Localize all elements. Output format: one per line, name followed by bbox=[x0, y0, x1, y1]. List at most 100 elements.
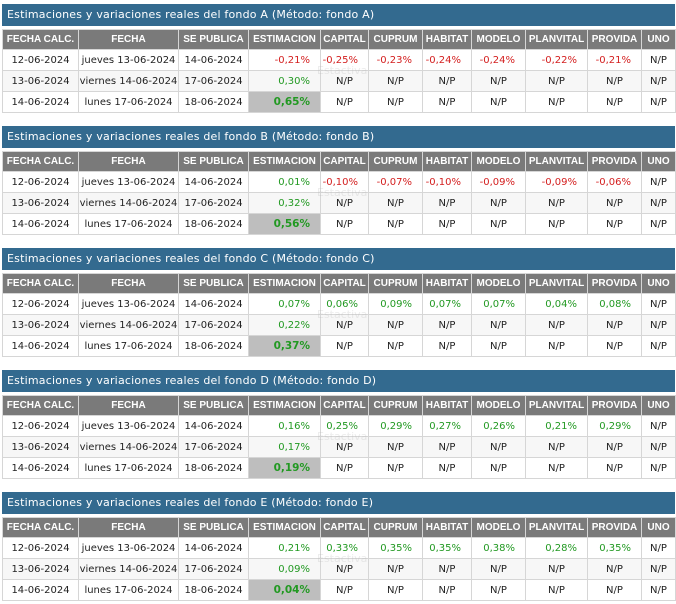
cell-cuprum: N/P bbox=[368, 579, 423, 601]
cell-capital: N/P bbox=[320, 213, 369, 235]
fund-table: FECHA CALC. FECHA SE PUBLICA ESTIMACION CAPI… bbox=[2, 151, 676, 235]
cell-planvital: N/P bbox=[525, 91, 588, 113]
cell-fecha-calc: 13-06-2024 bbox=[2, 70, 79, 92]
cell-se-publica: 14-06-2024 bbox=[178, 415, 249, 437]
cell-cuprum: 0,09% bbox=[368, 293, 423, 315]
cell-cuprum: N/P bbox=[368, 213, 423, 235]
cell-provida: N/P bbox=[587, 70, 642, 92]
column-header-modelo: MODELO bbox=[471, 395, 526, 416]
table-row: 14-06-2024 lunes 17-06-2024 18-06-2024 0,19… bbox=[2, 457, 676, 479]
cell-provida: 0,08% bbox=[587, 293, 642, 315]
cell-fecha-calc: 12-06-2024 bbox=[2, 49, 79, 71]
cell-fecha: viernes 14-06-2024 bbox=[78, 314, 179, 336]
cell-estimacion: 0,30% bbox=[248, 70, 321, 92]
cell-uno: N/P bbox=[641, 314, 676, 336]
cell-capital: N/P bbox=[320, 436, 369, 458]
cell-se-publica: 18-06-2024 bbox=[178, 579, 249, 601]
header-row: FECHA CALC. FECHA SE PUBLICA ESTIMACION CAPI… bbox=[2, 395, 676, 416]
column-header-provida: PROVIDA bbox=[587, 395, 642, 416]
cell-habitat: N/P bbox=[422, 314, 472, 336]
cell-planvital: N/P bbox=[525, 192, 588, 214]
cell-provida: N/P bbox=[587, 579, 642, 601]
table-row: 12-06-2024 jueves 13-06-2024 14-06-2024 -0,… bbox=[2, 49, 676, 71]
column-header-se-publica: SE PUBLICA bbox=[178, 517, 249, 538]
column-header-cuprum: CUPRUM bbox=[368, 151, 423, 172]
cell-fecha-calc: 12-06-2024 bbox=[2, 537, 79, 559]
cell-capital: N/P bbox=[320, 558, 369, 580]
cell-provida: N/P bbox=[587, 91, 642, 113]
column-header-cuprum: CUPRUM bbox=[368, 395, 423, 416]
column-header-capital: CAPITAL bbox=[320, 517, 369, 538]
column-header-capital: CAPITAL bbox=[320, 273, 369, 294]
cell-capital: 0,33% bbox=[320, 537, 369, 559]
cell-habitat: N/P bbox=[422, 579, 472, 601]
cell-habitat: N/P bbox=[422, 436, 472, 458]
cell-modelo: N/P bbox=[471, 314, 526, 336]
cell-cuprum: N/P bbox=[368, 192, 423, 214]
cell-habitat: N/P bbox=[422, 213, 472, 235]
table-row: 13-06-2024 viernes 14-06-2024 17-06-2024 0,… bbox=[2, 314, 676, 336]
cell-se-publica: 17-06-2024 bbox=[178, 192, 249, 214]
cell-se-publica: 18-06-2024 bbox=[178, 91, 249, 113]
column-header-planvital: PLANVITAL bbox=[525, 273, 588, 294]
cell-capital: N/P bbox=[320, 91, 369, 113]
cell-modelo: N/P bbox=[471, 335, 526, 357]
cell-provida: -0,21% bbox=[587, 49, 642, 71]
cell-capital: -0,10% bbox=[320, 171, 369, 193]
cell-planvital: N/P bbox=[525, 579, 588, 601]
cell-se-publica: 18-06-2024 bbox=[178, 457, 249, 479]
cell-habitat: -0,10% bbox=[422, 171, 472, 193]
cell-se-publica: 18-06-2024 bbox=[178, 335, 249, 357]
column-header-habitat: HABITAT bbox=[422, 151, 472, 172]
fund-table: FECHA CALC. FECHA SE PUBLICA ESTIMACION CAPI… bbox=[2, 517, 676, 601]
column-header-habitat: HABITAT bbox=[422, 395, 472, 416]
cell-fecha-calc: 14-06-2024 bbox=[2, 335, 79, 357]
column-header-uno: UNO bbox=[641, 517, 676, 538]
cell-modelo: N/P bbox=[471, 436, 526, 458]
header-row: FECHA CALC. FECHA SE PUBLICA ESTIMACION CAPI… bbox=[2, 273, 676, 294]
cell-habitat: N/P bbox=[422, 70, 472, 92]
column-header-provida: PROVIDA bbox=[587, 517, 642, 538]
cell-fecha: jueves 13-06-2024 bbox=[78, 537, 179, 559]
cell-fecha-calc: 14-06-2024 bbox=[2, 91, 79, 113]
cell-se-publica: 17-06-2024 bbox=[178, 436, 249, 458]
column-header-modelo: MODELO bbox=[471, 517, 526, 538]
cell-uno: N/P bbox=[641, 436, 676, 458]
cell-planvital: N/P bbox=[525, 70, 588, 92]
cell-capital: 0,25% bbox=[320, 415, 369, 437]
cell-cuprum: -0,23% bbox=[368, 49, 423, 71]
column-header-modelo: MODELO bbox=[471, 151, 526, 172]
cell-modelo: N/P bbox=[471, 558, 526, 580]
cell-modelo: -0,09% bbox=[471, 171, 526, 193]
cell-modelo: N/P bbox=[471, 91, 526, 113]
cell-capital: -0,25% bbox=[320, 49, 369, 71]
column-header-provida: PROVIDA bbox=[587, 151, 642, 172]
cell-provida: N/P bbox=[587, 335, 642, 357]
cell-estimacion: 0,65% bbox=[248, 91, 321, 113]
cell-estimacion: -0,21% bbox=[248, 49, 321, 71]
fund-title: Estimaciones y variaciones reales del fo… bbox=[2, 248, 675, 270]
column-header-se-publica: SE PUBLICA bbox=[178, 395, 249, 416]
cell-fecha-calc: 14-06-2024 bbox=[2, 457, 79, 479]
table-row: 12-06-2024 jueves 13-06-2024 14-06-2024 0,0… bbox=[2, 293, 676, 315]
cell-estimacion: 0,04% bbox=[248, 579, 321, 601]
cell-fecha: viernes 14-06-2024 bbox=[78, 70, 179, 92]
table-row: 13-06-2024 viernes 14-06-2024 17-06-2024 0,… bbox=[2, 436, 676, 458]
cell-estimacion: 0,56% bbox=[248, 213, 321, 235]
cell-estimacion: 0,22% bbox=[248, 314, 321, 336]
cell-estimacion: 0,09% bbox=[248, 558, 321, 580]
cell-uno: N/P bbox=[641, 171, 676, 193]
cell-provida: N/P bbox=[587, 457, 642, 479]
cell-fecha: viernes 14-06-2024 bbox=[78, 436, 179, 458]
cell-capital: N/P bbox=[320, 335, 369, 357]
cell-capital: N/P bbox=[320, 70, 369, 92]
cell-capital: N/P bbox=[320, 579, 369, 601]
header-row: FECHA CALC. FECHA SE PUBLICA ESTIMACION CAPI… bbox=[2, 517, 676, 538]
cell-planvital: N/P bbox=[525, 457, 588, 479]
column-header-cuprum: CUPRUM bbox=[368, 273, 423, 294]
cell-cuprum: N/P bbox=[368, 457, 423, 479]
cell-cuprum: N/P bbox=[368, 558, 423, 580]
cell-fecha-calc: 12-06-2024 bbox=[2, 415, 79, 437]
fund-block: Estimaciones y variaciones reales del fo… bbox=[2, 492, 676, 601]
